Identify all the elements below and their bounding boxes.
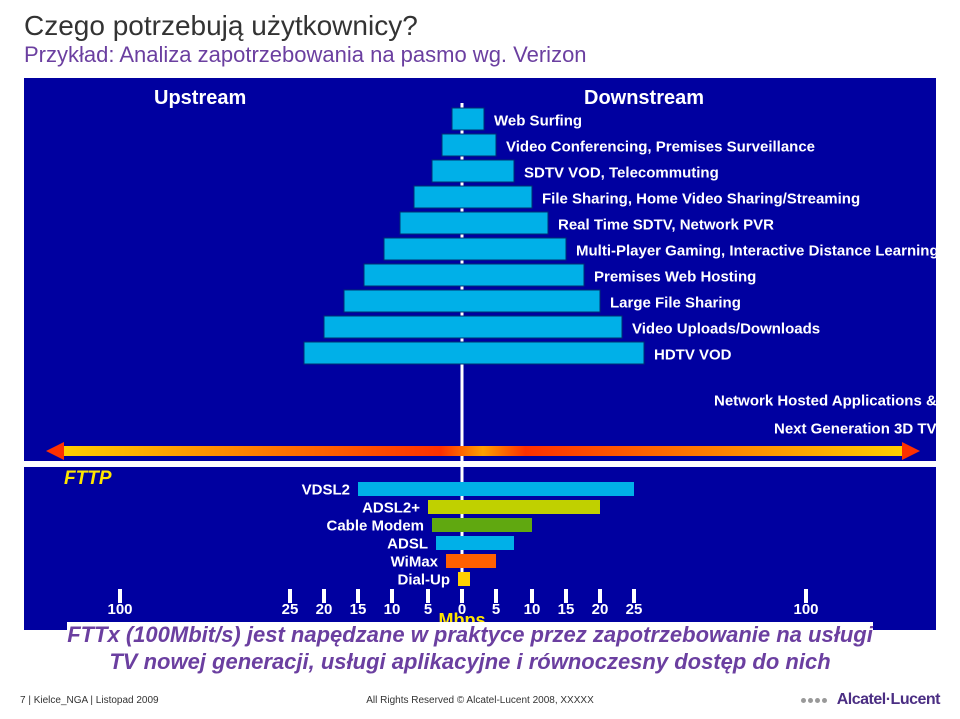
svg-text:Downstream: Downstream [584, 87, 704, 109]
footer-center: All Rights Reserved © Alcatel-Lucent 200… [366, 695, 594, 706]
svg-text:File Sharing, Home Video Shari: File Sharing, Home Video Sharing/Streami… [542, 191, 860, 208]
svg-text:10: 10 [384, 601, 401, 618]
svg-text:5: 5 [492, 601, 500, 618]
caption: FTTx (100Mbit/s) jest napędzane w prakty… [60, 622, 880, 675]
svg-text:VDSL2: VDSL2 [302, 482, 350, 499]
svg-text:100: 100 [107, 601, 132, 618]
svg-text:Video Uploads/Downloads: Video Uploads/Downloads [632, 321, 820, 338]
svg-text:Dial-Up: Dial-Up [398, 572, 451, 589]
bandwidth-diagram: Upstream DownstreamWeb Surfing Video Confe… [24, 78, 936, 630]
diagram-container: Upstream DownstreamWeb Surfing Video Confe… [24, 78, 936, 630]
svg-text:15: 15 [558, 601, 575, 618]
svg-text:Next Generation 3D TV: Next Generation 3D TV [774, 421, 936, 438]
svg-text:HDTV VOD: HDTV VOD [654, 347, 732, 364]
svg-text:20: 20 [316, 601, 333, 618]
svg-text:Upstream: Upstream [154, 87, 246, 109]
page-title: Czego potrzebują użytkownicy? [24, 10, 936, 42]
svg-text:Network Hosted Applications &: Network Hosted Applications & Storage [714, 393, 936, 410]
svg-text:SDTV VOD, Telecommuting: SDTV VOD, Telecommuting [524, 165, 719, 182]
svg-text:FTTP: FTTP [64, 468, 112, 489]
svg-text:20: 20 [592, 601, 609, 618]
svg-text:25: 25 [282, 601, 299, 618]
caption-line1: FTTx (100Mbit/s) jest napędzane w prakty… [67, 622, 873, 647]
svg-text:15: 15 [350, 601, 367, 618]
svg-text:25: 25 [626, 601, 643, 618]
slide: Czego potrzebują użytkownicy? Przykład: … [0, 0, 960, 719]
svg-text:ADSL: ADSL [387, 536, 428, 553]
svg-text:Video Conferencing, Premises S: Video Conferencing, Premises Surveillanc… [506, 139, 815, 156]
svg-text:Cable Modem: Cable Modem [326, 518, 424, 535]
footer-left: 7 | Kielce_NGA | Listopad 2009 [20, 695, 159, 706]
brand-name: Alcatel·Lucent [837, 691, 940, 709]
footer-logo: Alcatel·Lucent [801, 691, 940, 709]
svg-text:WiMax: WiMax [391, 554, 439, 571]
svg-text:Real Time SDTV, Network PVR: Real Time SDTV, Network PVR [558, 217, 774, 234]
svg-text:Large File Sharing: Large File Sharing [610, 295, 741, 312]
svg-text:ADSL2+: ADSL2+ [362, 500, 420, 517]
svg-text:Web Surfing: Web Surfing [494, 113, 582, 130]
caption-line2: TV nowej generacji, usługi aplikacyjne i… [109, 649, 830, 674]
svg-text:Multi-Player Gaming, Interacti: Multi-Player Gaming, Interactive Distanc… [576, 243, 936, 260]
page-subtitle: Przykład: Analiza zapotrzebowania na pas… [24, 42, 936, 68]
title-block: Czego potrzebują użytkownicy? Przykład: … [0, 0, 960, 72]
logo-dots-icon [801, 698, 827, 703]
footer: 7 | Kielce_NGA | Listopad 2009 All Right… [0, 691, 960, 709]
svg-text:10: 10 [524, 601, 541, 618]
svg-text:100: 100 [793, 601, 818, 618]
svg-text:Premises Web Hosting: Premises Web Hosting [594, 269, 756, 286]
svg-text:5: 5 [424, 601, 432, 618]
